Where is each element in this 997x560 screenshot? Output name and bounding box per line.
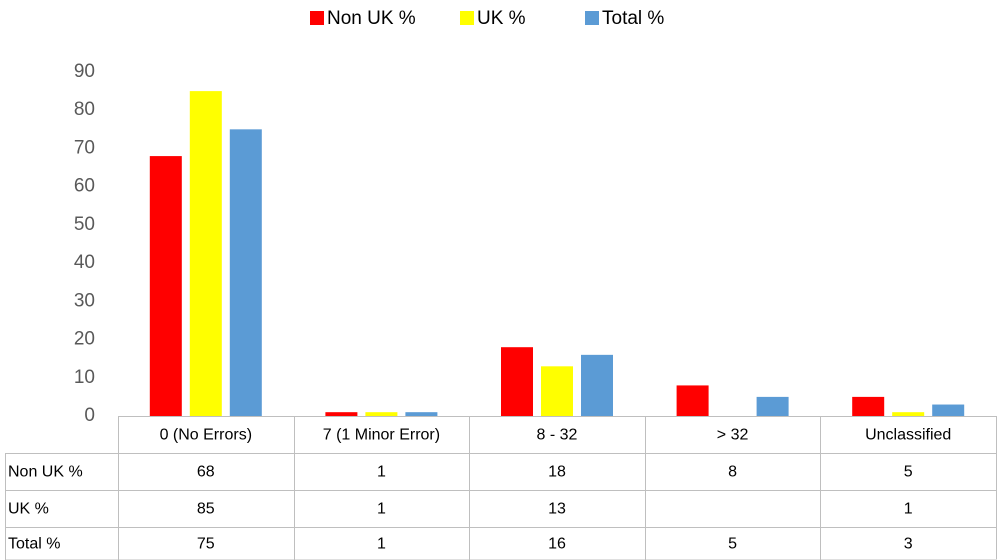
y-tick-label: 90: [74, 61, 95, 82]
x-tick-label: 7 (1 Minor Error): [323, 427, 440, 444]
bar: [581, 354, 613, 416]
bar: [541, 366, 573, 416]
y-tick-label: 50: [74, 214, 95, 235]
y-tick-label: 30: [74, 290, 95, 311]
bar: [756, 396, 789, 416]
bar: [189, 91, 222, 416]
x-tick-label: 0 (No Errors): [160, 427, 252, 444]
bar: [365, 412, 398, 416]
table-cell: 75: [197, 535, 215, 552]
bar: [405, 412, 438, 416]
y-tick-label: 40: [74, 252, 95, 273]
y-tick-label: 60: [74, 176, 95, 197]
bar: [501, 347, 533, 416]
table-cell: 1: [377, 535, 386, 552]
table-cell: 18: [548, 464, 566, 481]
x-tick-label: Unclassified: [865, 427, 951, 444]
y-tick-label: 10: [74, 367, 95, 388]
table-cell: 3: [904, 535, 913, 552]
table-cell: 8: [728, 464, 737, 481]
table-cell: 16: [548, 535, 566, 552]
table-cell: 68: [197, 464, 215, 481]
y-tick-label: 0: [84, 405, 95, 426]
legend-label: UK %: [477, 8, 526, 29]
y-tick-label: 70: [74, 137, 95, 158]
table-cell: 5: [728, 535, 737, 552]
table-row-label: UK %: [8, 501, 49, 518]
bar: [892, 412, 925, 416]
table-row-label: Total %: [8, 535, 60, 552]
legend-swatch: [460, 11, 474, 25]
table-cell: 85: [197, 501, 215, 518]
y-tick-label: 80: [74, 99, 95, 120]
table-cell: 1: [377, 501, 386, 518]
table-cell: 1: [377, 464, 386, 481]
legend-swatch: [310, 11, 324, 25]
table-cell: 13: [548, 501, 566, 518]
bar: [149, 156, 182, 417]
y-tick-label: 20: [74, 329, 95, 350]
legend-label: Non UK %: [327, 8, 416, 29]
bar: [325, 412, 358, 416]
x-tick-label: > 32: [717, 427, 749, 444]
bar: [229, 129, 262, 417]
bar: [852, 396, 885, 416]
bar: [676, 385, 709, 416]
table-row-label: Non UK %: [8, 464, 83, 481]
x-tick-label: 8 - 32: [537, 427, 578, 444]
table-cell: 5: [904, 464, 913, 481]
legend-label: Total %: [602, 8, 664, 29]
legend-swatch: [585, 11, 599, 25]
table-cell: 1: [904, 501, 913, 518]
bar: [932, 404, 965, 416]
